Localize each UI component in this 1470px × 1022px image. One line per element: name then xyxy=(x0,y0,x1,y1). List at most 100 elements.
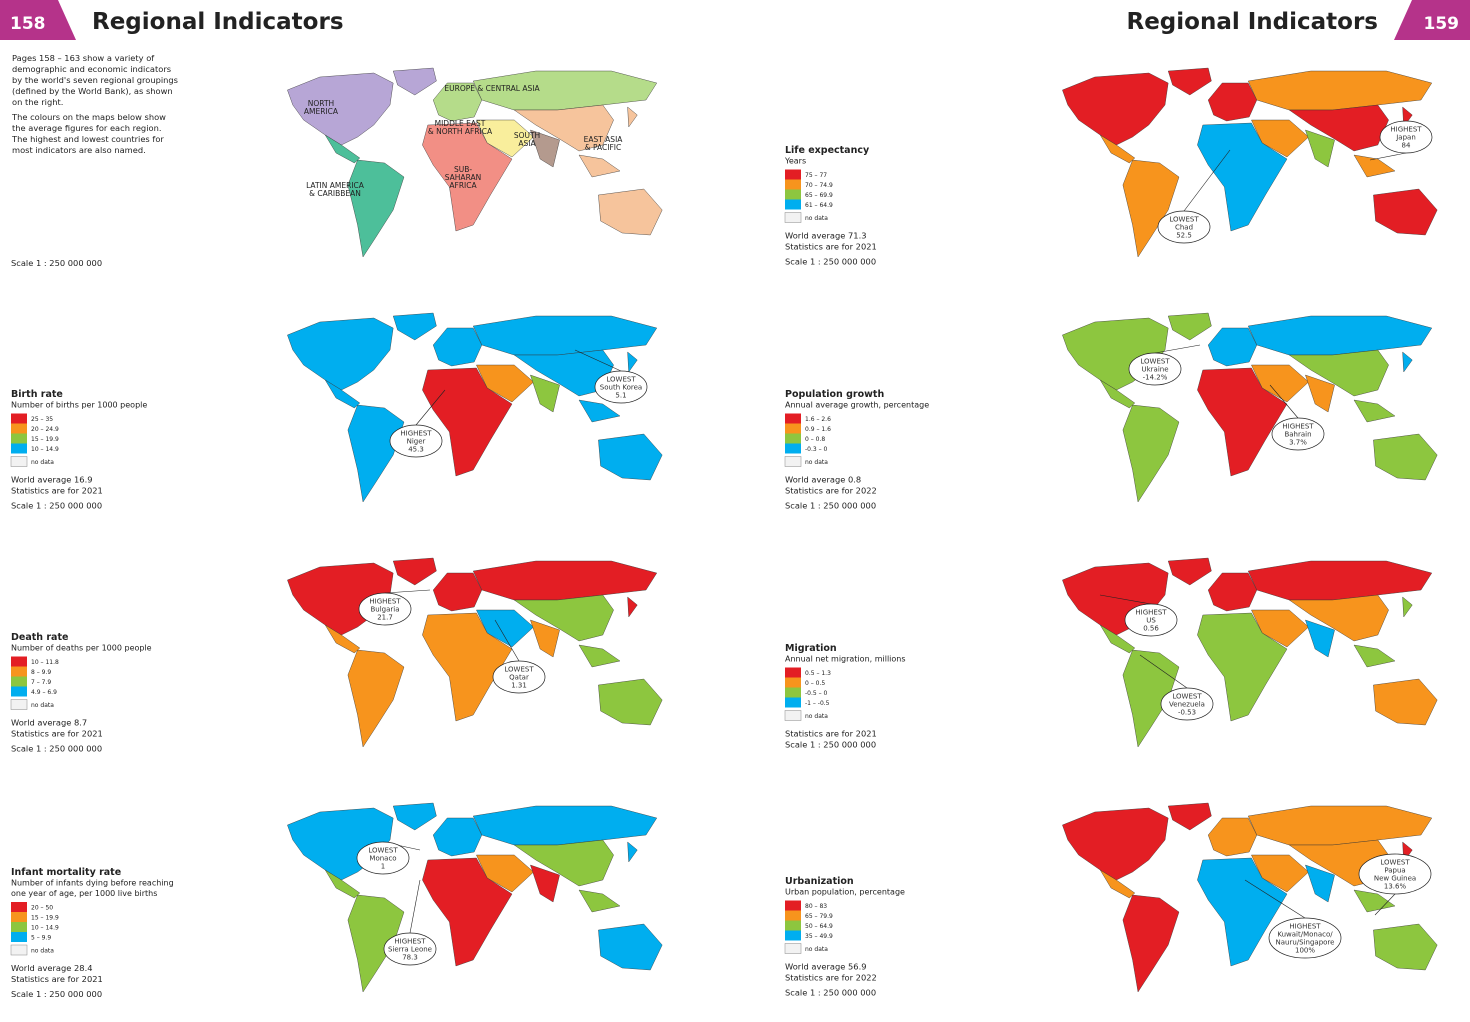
note: World average 56.9 xyxy=(785,962,867,972)
note: Scale 1 : 250 000 000 xyxy=(785,501,876,511)
callout-text: New Guinea xyxy=(1374,875,1416,883)
callout-text: Japan xyxy=(1395,134,1416,142)
indicator-subtitle: Urban population, percentage xyxy=(785,888,905,897)
leader-line xyxy=(1374,893,1396,916)
region-label: EAST ASIA xyxy=(584,135,624,144)
legend-swatch xyxy=(785,687,801,698)
indicator-shape xyxy=(1251,854,1309,893)
legend-label: 0 – 0.5 xyxy=(805,680,825,687)
callout xyxy=(1271,417,1325,451)
callout-text: Niger xyxy=(407,438,426,446)
region-label: NORTH xyxy=(308,99,334,108)
note: Scale 1 : 250 000 000 xyxy=(785,740,876,750)
indicator-shape xyxy=(1197,367,1288,477)
indicator-shape xyxy=(1402,351,1413,373)
region-shape xyxy=(472,70,658,111)
indicator-shape xyxy=(347,894,405,993)
callout-text: HIGHEST xyxy=(1289,923,1321,931)
indicator-shape xyxy=(472,315,658,356)
legend-swatch xyxy=(11,676,27,687)
intro-text: Pages 158 – 163 show a variety of xyxy=(12,53,155,63)
indicator-shape xyxy=(1402,596,1413,618)
region-shape xyxy=(513,104,614,152)
legend-swatch xyxy=(784,710,802,721)
region-label: LATIN AMERICA xyxy=(306,181,365,190)
legend-label: -0.3 – 0 xyxy=(805,446,828,453)
indicator-shape xyxy=(1247,70,1433,111)
callout xyxy=(594,370,648,404)
callout xyxy=(492,660,546,694)
callout-text: 13.6% xyxy=(1384,883,1407,891)
note: Scale 1 : 250 000 000 xyxy=(11,501,102,511)
legend-label: 25 – 35 xyxy=(31,416,53,423)
indicator-shape xyxy=(530,864,560,903)
region-label: & PACIFIC xyxy=(585,143,622,152)
callout-text: Bahrain xyxy=(1284,431,1311,439)
callout xyxy=(356,841,410,875)
indicator-title: Birth rate xyxy=(11,389,63,400)
indicator-shape xyxy=(1197,122,1288,232)
callout-text: -14.2% xyxy=(1143,374,1168,382)
callout-text: HIGHEST xyxy=(369,598,401,606)
region-label: AMERICA xyxy=(304,107,339,116)
region-label: & CARIBBEAN xyxy=(309,189,361,198)
callout xyxy=(358,592,412,626)
indicator-shape xyxy=(392,557,437,586)
callout-text: Venezuela xyxy=(1169,701,1205,709)
indicator-shape xyxy=(1288,349,1389,397)
callout-text: LOWEST xyxy=(368,847,398,855)
note: Statistics are for 2021 xyxy=(11,486,103,496)
callout-text: 100% xyxy=(1295,947,1315,955)
legend-label: 35 – 49.9 xyxy=(805,933,833,940)
indicator-title: Death rate xyxy=(11,632,68,643)
region-shape xyxy=(432,82,483,122)
leader-line xyxy=(1154,344,1201,354)
callout-text: 1.31 xyxy=(511,682,527,690)
intro-text: by the world's seven regional groupings xyxy=(12,75,178,85)
indicator-shape xyxy=(432,817,483,857)
callout-text: 0.56 xyxy=(1143,625,1159,633)
legend-label: 65 – 69.9 xyxy=(805,192,833,199)
indicator-shape xyxy=(1062,72,1169,146)
page-title: Regional Indicators xyxy=(92,9,344,35)
indicator-shape xyxy=(627,841,638,863)
indicator-shape xyxy=(578,644,621,668)
region-shape xyxy=(627,106,638,128)
leader-line xyxy=(574,349,622,372)
region-label: ASIA xyxy=(518,139,536,148)
legend-swatch xyxy=(11,413,27,424)
leader-line xyxy=(384,589,431,594)
indicator-shape xyxy=(422,857,513,967)
legend-swatch xyxy=(785,169,801,180)
legend-label: 10 – 14.9 xyxy=(31,925,59,932)
indicator-shape xyxy=(1122,404,1180,503)
callout-text: Nauru/Singapore xyxy=(1276,939,1335,947)
legend-swatch xyxy=(785,667,801,678)
note: Scale 1 : 250 000 000 xyxy=(785,988,876,998)
note: Statistics are for 2022 xyxy=(785,486,877,496)
callout-text: LOWEST xyxy=(606,376,636,384)
legend-label: 65 – 79.9 xyxy=(805,913,833,920)
legend-label: 7 – 7.9 xyxy=(31,679,51,686)
indicator-shape xyxy=(1207,82,1258,122)
indicator-shape xyxy=(1288,594,1389,642)
indicator-shape xyxy=(287,317,394,391)
indicator-title: Infant mortality rate xyxy=(11,867,121,878)
region-label: SOUTH xyxy=(514,131,540,140)
callout-text: US xyxy=(1146,617,1156,625)
note: Statistics are for 2021 xyxy=(785,729,877,739)
indicator-title: Population growth xyxy=(785,389,884,400)
indicator-shape xyxy=(513,594,614,642)
indicator-shape xyxy=(476,854,534,893)
legend-swatch xyxy=(10,456,28,467)
page-tab xyxy=(1394,0,1470,40)
callout-text: 52.5 xyxy=(1176,232,1192,240)
callout-text: South Korea xyxy=(600,384,642,392)
callout-text: 1 xyxy=(381,863,385,871)
indicator-shape xyxy=(1305,374,1335,413)
legend-swatch xyxy=(11,433,27,444)
callout-text: LOWEST xyxy=(1140,358,1170,366)
indicator-shape xyxy=(1167,312,1212,341)
